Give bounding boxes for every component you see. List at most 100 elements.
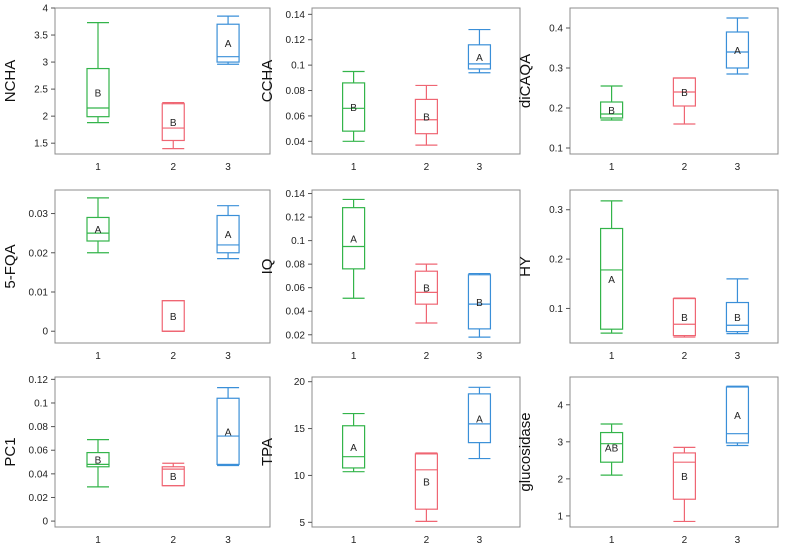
y-tick-label: 0.4: [549, 24, 563, 35]
x-tick-label: 2: [170, 162, 176, 173]
significance-letter: B: [423, 478, 430, 489]
y-axis-label: diCAQA: [517, 54, 534, 108]
y-tick-label: 2.5: [34, 85, 48, 96]
significance-letter: A: [95, 225, 102, 236]
significance-letter: A: [734, 46, 741, 57]
significance-letter: B: [681, 313, 688, 324]
iqr-box: [599, 227, 624, 330]
y-tick-label: 0.01: [29, 288, 49, 299]
y-axis-label: IQ: [259, 259, 276, 275]
significance-letter: B: [95, 456, 102, 467]
y-tick-label: 0.1: [34, 398, 48, 409]
iqr-box: [672, 452, 697, 500]
panel-HY: 0.1 0.2 0.3 HY A 1 B 2 B 3: [517, 189, 779, 362]
iqr-box: [725, 301, 750, 333]
iqr-box: [216, 214, 240, 254]
y-tick-label: 0.06: [286, 111, 306, 122]
significance-letter: A: [225, 39, 232, 50]
iqr-box: [467, 393, 492, 444]
box-group-3: A: [216, 205, 240, 260]
y-tick-label: 0.04: [286, 307, 306, 318]
y-tick-label: 3: [42, 58, 48, 69]
plot-frame: [569, 376, 779, 528]
significance-letter: B: [681, 88, 688, 99]
y-tick-label: 2: [557, 474, 563, 485]
y-tick-label: 1: [557, 511, 563, 522]
x-tick-label: 2: [682, 351, 688, 362]
box-group-1: A: [342, 412, 366, 473]
y-tick-label: 0.14: [286, 189, 306, 200]
significance-letter: A: [225, 427, 232, 438]
x-tick-label: 3: [735, 351, 741, 362]
iqr-box: [216, 23, 240, 63]
y-tick-label: 1.5: [34, 139, 48, 150]
box-group-1: B: [599, 85, 624, 121]
significance-letter: B: [170, 472, 177, 483]
box-group-1: B: [86, 438, 110, 488]
x-tick-label: 1: [609, 162, 615, 173]
significance-letter: B: [170, 312, 177, 323]
iqr-box: [342, 207, 366, 270]
significance-letter: A: [476, 414, 483, 425]
y-axis-label: PC1: [2, 437, 19, 466]
y-tick-label: 0.12: [286, 213, 306, 224]
y-axis-label: glucosidase: [517, 412, 534, 491]
x-tick-label: 1: [609, 535, 615, 544]
y-tick-label: 0.06: [29, 446, 49, 457]
box-group-1: A: [86, 197, 110, 254]
significance-letter: B: [95, 89, 102, 100]
box-group-2: B: [414, 84, 438, 146]
iqr-box: [86, 67, 110, 118]
y-axis-label: TPA: [259, 438, 276, 466]
plot-frame: [311, 376, 521, 528]
significance-letter: A: [225, 230, 232, 241]
iqr-box: [467, 44, 492, 70]
box-group-2: B: [161, 462, 185, 487]
x-tick-label: 2: [424, 351, 430, 362]
x-tick-label: 3: [735, 535, 741, 544]
x-tick-label: 3: [225, 535, 231, 544]
x-tick-label: 3: [225, 351, 231, 362]
plot-frame: [54, 7, 271, 155]
box-group-2: B: [414, 452, 438, 522]
panel-TPA: 5 10 15 20 TPA A 1 B 2 A 3: [259, 376, 521, 544]
y-tick-label: 0.2: [549, 104, 563, 115]
y-tick-label: 0.3: [549, 205, 563, 216]
x-tick-label: 1: [95, 351, 101, 362]
y-tick-label: 0.3: [549, 64, 563, 75]
box-group-1: A: [599, 200, 624, 334]
significance-letter: B: [423, 284, 430, 295]
y-axis-label: HY: [517, 256, 534, 277]
significance-letter: B: [608, 106, 615, 117]
significance-letter: B: [681, 472, 688, 483]
y-axis-label: CCHA: [259, 60, 276, 103]
iqr-box: [86, 451, 110, 468]
y-tick-label: 0.02: [29, 493, 49, 504]
x-tick-label: 3: [477, 351, 483, 362]
y-axis-label: 5-FQA: [2, 244, 19, 288]
iqr-box: [414, 270, 438, 305]
box-group-2: B: [672, 297, 697, 338]
iqr-box: [599, 101, 624, 119]
x-tick-label: 3: [225, 162, 231, 173]
y-tick-label: 0.08: [29, 422, 49, 433]
iqr-box: [725, 386, 750, 444]
x-tick-label: 1: [351, 535, 357, 544]
significance-letter: B: [476, 298, 483, 309]
significance-letter: B: [350, 103, 357, 114]
y-tick-label: 0.1: [549, 304, 563, 315]
iqr-box: [342, 425, 366, 469]
y-tick-label: 0: [42, 517, 48, 528]
y-tick-label: 0.1: [291, 61, 305, 72]
x-tick-label: 2: [170, 535, 176, 544]
plot-frame: [569, 189, 779, 344]
box-group-3: A: [216, 15, 240, 65]
y-tick-label: 5: [299, 518, 305, 529]
panel-5-FQA: 0 0.01 0.02 0.03 5-FQA A 1 B 2 A 3: [2, 189, 271, 362]
y-tick-label: 0.14: [286, 10, 306, 21]
x-tick-label: 1: [95, 535, 101, 544]
x-tick-label: 2: [424, 535, 430, 544]
iqr-box: [672, 297, 697, 337]
panel-IQ: 0.02 0.04 0.06 0.08 0.1 0.12 0.14 IQ A 1 B 2 B 3: [259, 189, 521, 362]
